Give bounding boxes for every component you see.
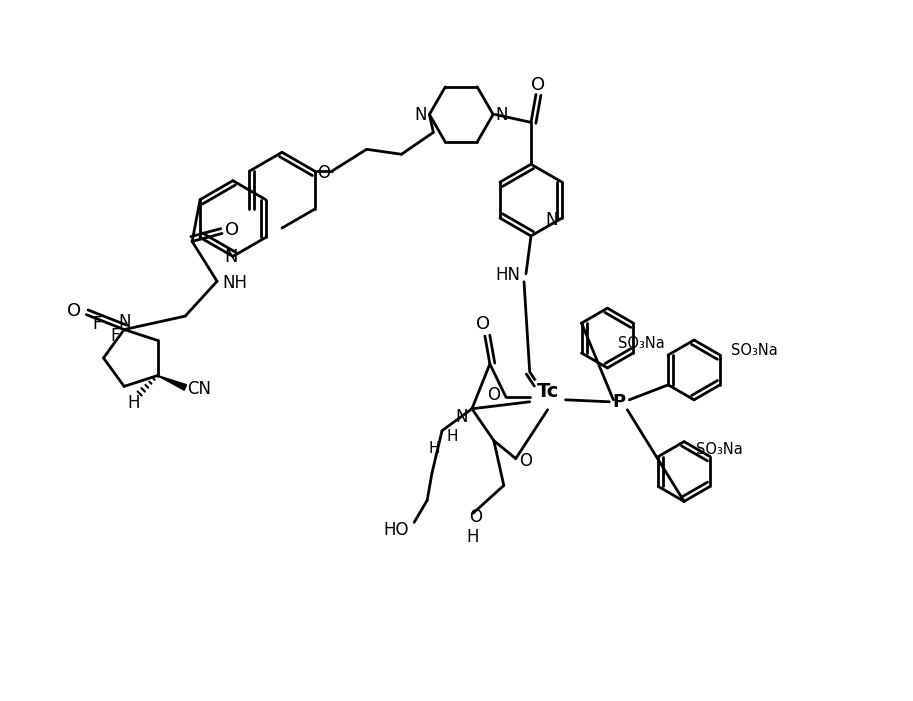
Text: O: O <box>530 76 545 93</box>
Text: CN: CN <box>187 381 212 398</box>
Text: N: N <box>118 313 131 331</box>
Text: N: N <box>456 408 468 426</box>
Text: P: P <box>613 393 626 411</box>
Text: N: N <box>225 248 237 266</box>
Text: H: H <box>467 529 479 546</box>
Text: O: O <box>225 222 239 240</box>
Text: O: O <box>469 508 482 526</box>
Text: N: N <box>496 107 509 125</box>
Text: SO₃Na: SO₃Na <box>696 442 742 457</box>
Text: F: F <box>110 327 121 345</box>
Text: SO₃Na: SO₃Na <box>731 343 778 358</box>
Text: H: H <box>128 395 140 412</box>
Text: N: N <box>415 107 426 125</box>
Text: HN: HN <box>496 266 520 284</box>
Text: N: N <box>546 211 559 229</box>
Text: O: O <box>519 451 532 470</box>
Text: O: O <box>476 315 490 333</box>
Text: H: H <box>446 429 457 444</box>
Text: NH: NH <box>223 274 247 292</box>
Text: O: O <box>68 301 81 320</box>
Text: F: F <box>93 315 102 333</box>
Text: H: H <box>428 441 440 456</box>
Text: HO: HO <box>383 522 409 539</box>
Text: SO₃Na: SO₃Na <box>618 336 665 350</box>
Text: O: O <box>488 386 500 404</box>
Text: Tc: Tc <box>537 382 559 402</box>
Text: O: O <box>318 164 331 182</box>
Polygon shape <box>158 376 186 390</box>
